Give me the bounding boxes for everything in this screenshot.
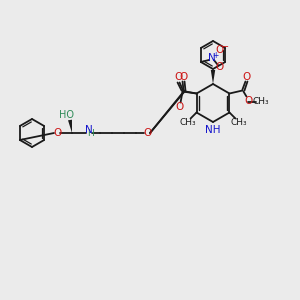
Text: O: O (179, 71, 188, 82)
Text: O: O (143, 128, 151, 138)
Text: HO: HO (58, 110, 74, 120)
Text: O: O (242, 71, 250, 82)
Text: O: O (216, 62, 224, 72)
Text: O: O (216, 45, 224, 55)
Text: H: H (87, 130, 93, 139)
Text: CH₃: CH₃ (252, 97, 269, 106)
Text: N: N (85, 125, 93, 135)
Text: −: − (221, 42, 229, 52)
Polygon shape (68, 120, 72, 133)
Text: N: N (208, 53, 216, 63)
Text: O: O (244, 97, 253, 106)
Text: +: + (213, 50, 219, 59)
Polygon shape (211, 70, 215, 84)
Text: CH₃: CH₃ (179, 118, 196, 127)
Text: O: O (174, 73, 183, 82)
Text: O: O (176, 103, 184, 112)
Text: O: O (53, 128, 61, 138)
Text: NH: NH (205, 125, 221, 135)
Text: CH₃: CH₃ (230, 118, 247, 127)
